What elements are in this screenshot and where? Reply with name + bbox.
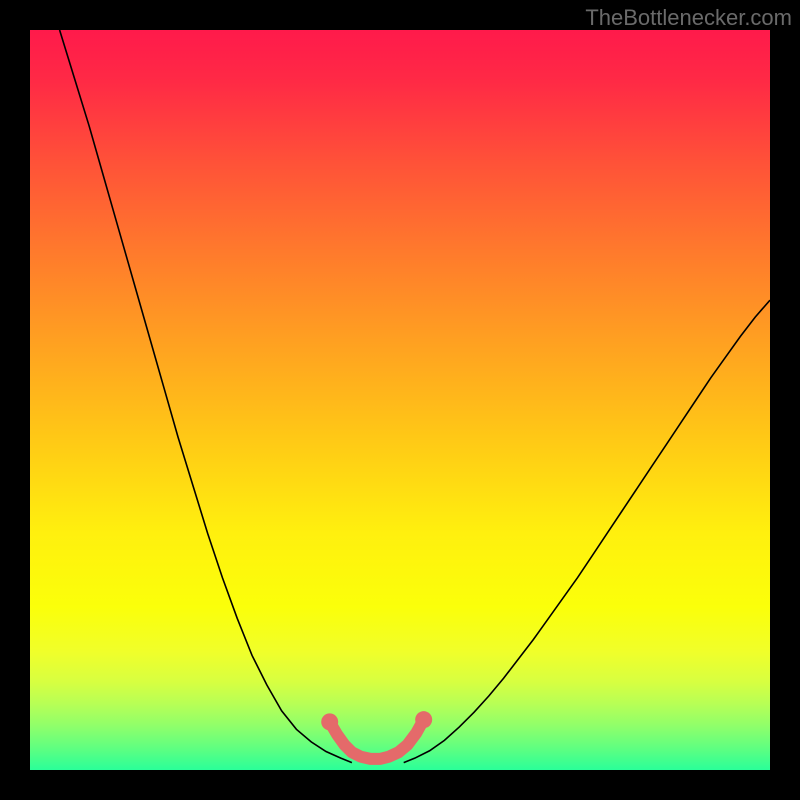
- gradient-background: [30, 30, 770, 770]
- plot-area: [30, 30, 770, 770]
- highlight-marker: [415, 711, 432, 728]
- bottleneck-chart: [30, 30, 770, 770]
- chart-frame: TheBottlenecker.com: [0, 0, 800, 800]
- watermark-text: TheBottlenecker.com: [585, 5, 792, 31]
- highlight-marker: [321, 713, 338, 730]
